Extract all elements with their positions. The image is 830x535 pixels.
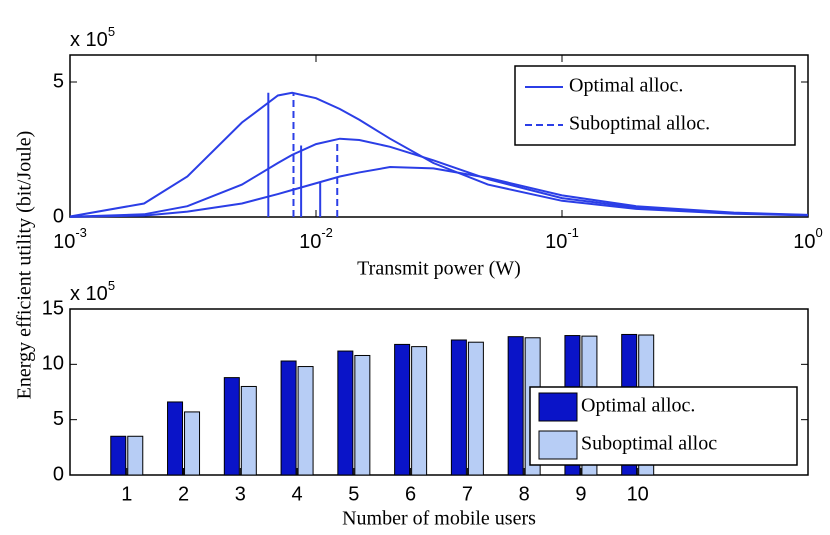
x-tick-base: 10 [299, 231, 321, 253]
x-tick-label: 1 [121, 483, 132, 505]
bar [280, 360, 297, 476]
multiplier: x 105 [70, 278, 115, 305]
bar [127, 435, 144, 476]
x-tick-label: 10-3 [53, 225, 87, 253]
bar [354, 354, 371, 476]
bar [297, 366, 314, 476]
x-tick-exp: -1 [567, 225, 579, 240]
curve [69, 91, 809, 218]
x-tick-label: 100 [793, 225, 822, 253]
bar [240, 385, 257, 476]
x-tick-label: 2 [178, 483, 189, 505]
x-tick-base: 10 [793, 231, 815, 253]
curve [69, 137, 809, 218]
x-tick-label: 8 [519, 483, 530, 505]
bar [450, 339, 467, 476]
x-axis-label: Transmit power (W) [357, 258, 521, 280]
multiplier-base: x 10 [70, 29, 108, 51]
plot-frame [69, 308, 809, 476]
x-tick-base: 10 [53, 231, 75, 253]
bar [184, 411, 201, 476]
y-tick-label: 5 [53, 408, 64, 430]
bar [394, 343, 411, 476]
x-tick-base: 10 [545, 231, 567, 253]
y-tick-label: 5 [53, 70, 64, 92]
legend-swatch [538, 430, 578, 460]
y-tick-label: 10 [42, 353, 64, 375]
x-axis-label: Number of mobile users [342, 508, 536, 530]
legend-label: Optimal alloc. [569, 75, 683, 97]
legend-label: Suboptimal alloc. [569, 113, 710, 135]
bar [507, 336, 524, 476]
y-tick-label: 0 [53, 205, 64, 227]
multiplier-exp: 5 [108, 24, 115, 39]
bar [337, 350, 354, 476]
x-tick-label: 5 [348, 483, 359, 505]
x-tick-label: 7 [462, 483, 473, 505]
bar [223, 377, 240, 476]
x-tick-label: 10 [627, 483, 649, 505]
multiplier-exp: 5 [108, 278, 115, 293]
curve [69, 166, 809, 218]
y-tick-label: 0 [53, 463, 64, 485]
y-tick-label: 15 [42, 297, 64, 319]
bar [110, 435, 127, 476]
legend-swatch [538, 392, 578, 422]
bar [167, 401, 184, 476]
x-tick-exp: -2 [321, 225, 333, 240]
x-tick-exp: -3 [75, 225, 87, 240]
legend-label: Optimal alloc. [581, 395, 695, 417]
x-tick-label: 6 [405, 483, 416, 505]
x-tick-exp: 0 [816, 225, 823, 240]
legend-label: Suboptimal alloc [581, 433, 717, 455]
x-tick-label: 10-2 [299, 225, 333, 253]
bar [411, 346, 428, 476]
x-tick-label: 3 [235, 483, 246, 505]
multiplier-base: x 10 [70, 283, 108, 305]
x-tick-label: 10-1 [545, 225, 579, 253]
y-axis-label: Energy efficient utility (bit/Joule) [14, 131, 36, 400]
multiplier: x 105 [70, 24, 115, 51]
bar [467, 341, 484, 476]
legend-box [514, 65, 796, 146]
plot-frame [69, 54, 809, 218]
x-tick-label: 4 [292, 483, 303, 505]
x-tick-label: 9 [575, 483, 586, 505]
